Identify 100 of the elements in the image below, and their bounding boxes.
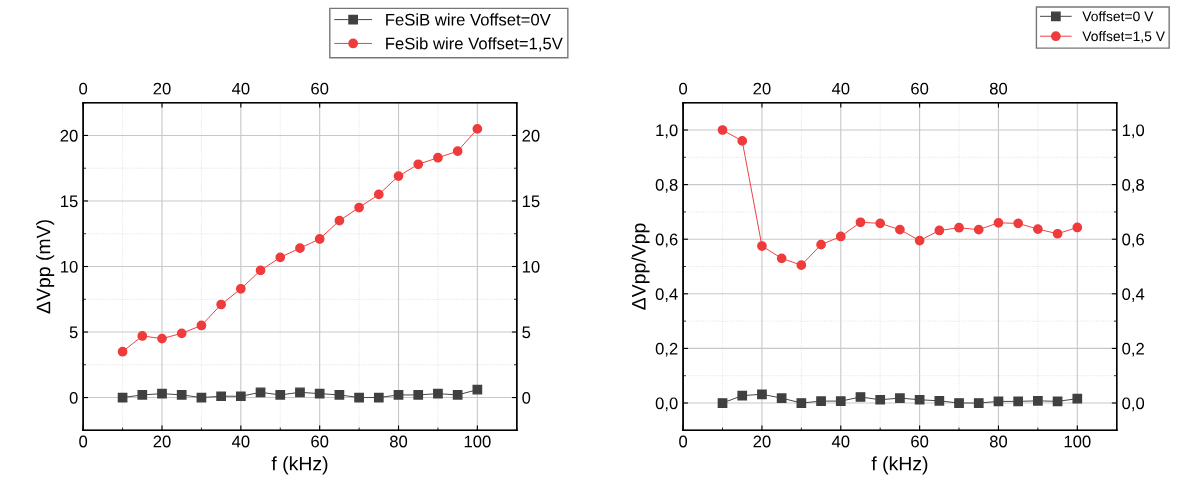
point [452,146,463,157]
point [433,152,443,163]
x-tick-label: 80 [989,435,1008,448]
point [934,225,945,236]
point [875,394,886,405]
x2-tick-label: 20 [153,82,171,95]
point [275,252,286,263]
point [314,234,325,244]
point [835,396,846,406]
point [914,235,925,246]
y-tick-label: 20 [60,129,78,142]
y-tick-label: 0,6 [655,233,678,248]
point [393,390,404,400]
y2-tick-label: 0,6 [1122,233,1145,248]
x-tick-label: 80 [389,435,408,448]
point [1033,395,1043,406]
point [196,320,207,331]
legend-label: FeSiB wire Voffset=0V [386,13,551,26]
y-tick-label: 15 [61,195,78,208]
point [472,384,483,395]
x-tick-label: 60 [911,435,929,448]
x-axis-title: f (kHz) [871,456,928,475]
y2-tick-label: 10 [522,260,540,273]
y2-tick-label: 0,0 [1122,397,1145,412]
point [914,394,925,405]
legend-label: Voffset=1,5 V [1082,31,1165,43]
point [334,215,345,226]
legend-label: FeSib wire Voffset=1,5V [386,37,563,52]
y-axis-title: ΔVpp/Vpp [631,223,650,310]
x2-tick-label: 40 [831,82,850,95]
y-tick-label: 1,0 [656,124,678,139]
point [235,391,246,402]
y2-tick-label: 0,8 [1122,179,1145,193]
point [373,189,384,200]
y2-tick-label: 0,4 [1122,288,1145,302]
x2-tick-label: 40 [231,82,250,95]
point [1052,228,1063,239]
x2-tick-label: 80 [989,82,1008,95]
point [973,224,984,235]
point [934,395,945,406]
legend-label: Voffset=0 V [1082,11,1154,22]
point [717,398,728,408]
point [354,202,364,213]
y-tick-label: 0,8 [655,179,678,193]
point [1013,218,1024,229]
point [235,283,246,294]
point [157,333,167,344]
point [816,396,826,406]
y-tick-label: 5 [69,326,78,339]
point [757,389,767,400]
y-axis-title: ΔVpp (mV) [36,220,55,314]
point [452,390,463,400]
point [776,393,787,403]
point [973,398,984,408]
x2-tick-label: 60 [911,82,929,95]
point [954,398,964,408]
x2-tick-label: 60 [311,82,329,95]
point [1033,224,1043,234]
y2-tick-label: 15 [522,195,540,208]
point [275,390,286,400]
x-tick-label: 20 [753,435,771,448]
y-tick-label: 0,0 [655,397,678,412]
point [334,390,345,400]
point [433,388,443,399]
x-tick-label: 100 [464,435,491,448]
y2-tick-label: 0,2 [1122,342,1144,357]
point [255,265,266,276]
point [796,398,807,408]
point [117,346,128,357]
x2-tick-label: 20 [753,82,771,95]
point [314,388,325,399]
point [954,222,964,233]
point [255,387,266,398]
y2-tick-label: 0 [522,391,531,404]
x-axis-title: f (kHz) [271,456,328,475]
point [993,217,1004,228]
y2-tick-label: 5 [522,326,531,339]
point [295,387,305,398]
point [776,253,787,264]
point [717,125,728,135]
point [737,390,748,401]
point [757,241,767,251]
point [354,392,364,403]
x-tick-label: 100 [1064,435,1091,448]
point [176,390,187,400]
point [895,224,905,235]
y-tick-label: 10 [61,260,78,273]
point [137,390,148,400]
point [1072,393,1083,404]
x-tick-label: 20 [153,435,171,448]
point [413,390,424,400]
point [1072,222,1083,233]
point [176,328,187,339]
point [393,171,404,181]
y-tick-label: 0,2 [655,342,678,357]
x-tick-label: 60 [311,435,329,448]
y-tick-label: 0 [69,391,78,404]
point [373,392,384,403]
point [855,392,866,402]
point [157,388,167,399]
